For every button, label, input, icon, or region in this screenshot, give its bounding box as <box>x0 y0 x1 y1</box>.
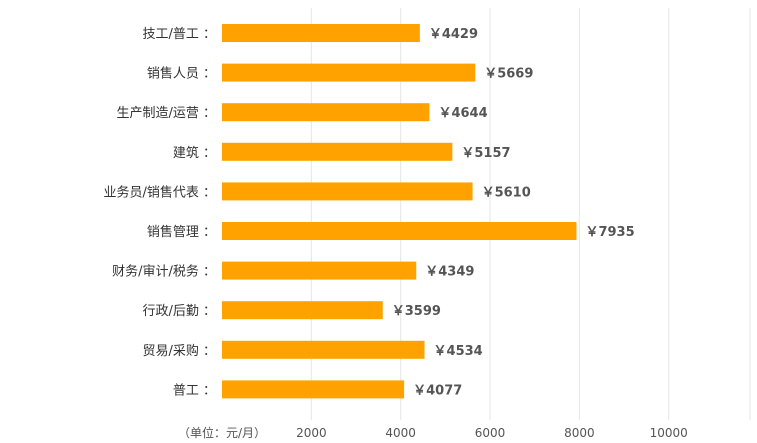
value-labels: ￥4429 ￥5669 ￥4644 ￥5157 ￥5610 ￥7935 ￥4349 ￥3599… <box>392 27 635 398</box>
category-label: 普工 ： <box>173 383 216 398</box>
x-tick-label: 4000 <box>385 426 416 440</box>
value-label: ￥4644 <box>438 106 487 121</box>
x-tick-label: 10000 <box>650 426 688 440</box>
bar <box>222 63 476 82</box>
value-label: ￥4077 <box>413 383 462 398</box>
bar <box>222 301 383 320</box>
value-label: ￥4429 <box>429 27 478 42</box>
bar <box>222 142 453 161</box>
category-label: 建筑 ： <box>173 145 216 161</box>
bar <box>222 103 430 122</box>
x-tick-label: 6000 <box>475 426 506 440</box>
category-label: 业务员/销售代表 ： <box>103 184 216 200</box>
bar <box>222 222 577 240</box>
value-label: ￥3599 <box>392 304 441 319</box>
bar <box>222 24 420 42</box>
category-label: 生产制造/运营 ： <box>116 106 216 121</box>
value-label: ￥7935 <box>585 225 634 240</box>
category-label: 技工/普工 ： <box>142 27 216 42</box>
category-label: 行政/后勤 ： <box>142 304 216 319</box>
bar <box>222 340 425 359</box>
value-label: ￥5610 <box>482 185 531 200</box>
value-label: ￥4349 <box>425 265 474 280</box>
category-label: 贸易/采购 ： <box>142 343 216 359</box>
category-label: 财务/审计/税务 ： <box>112 264 216 280</box>
x-tick-label: 8000 <box>564 426 595 440</box>
bar <box>222 261 417 280</box>
value-label: ￥5669 <box>484 67 533 82</box>
category-label: 销售人员 ： <box>147 66 216 82</box>
x-axis-ticks: 2000 4000 6000 8000 10000 <box>296 426 688 440</box>
category-label: 销售管理 ： <box>147 224 216 240</box>
value-label: ￥5157 <box>461 146 510 161</box>
x-tick-label: 2000 <box>296 426 327 440</box>
bar <box>222 182 473 201</box>
unit-label: （单位：元/月） <box>178 425 266 440</box>
category-labels: 技工/普工 ： 销售人员 ： 生产制造/运营 ： 建筑 ： 业务员/销售代表 ： 销售管理… <box>103 27 216 398</box>
bar <box>222 380 405 399</box>
bars <box>222 24 577 399</box>
value-label: ￥4534 <box>434 344 483 359</box>
